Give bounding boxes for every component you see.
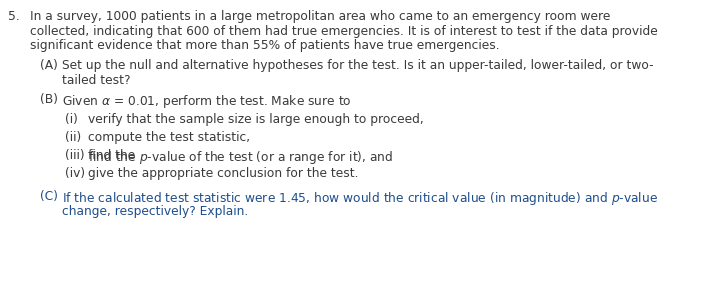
Text: collected, indicating that 600 of them had true emergencies. It is of interest t: collected, indicating that 600 of them h… <box>30 25 658 37</box>
Text: significant evidence that more than 55% of patients have true emergencies.: significant evidence that more than 55% … <box>30 39 500 52</box>
Text: (A): (A) <box>40 59 58 72</box>
Text: compute the test statistic,: compute the test statistic, <box>88 131 250 144</box>
Text: (i): (i) <box>65 113 78 126</box>
Text: find the: find the <box>88 149 139 162</box>
Text: (iv): (iv) <box>65 167 85 180</box>
Text: verify that the sample size is large enough to proceed,: verify that the sample size is large eno… <box>88 113 424 126</box>
Text: find the $p$-value of the test (or a range for it), and: find the $p$-value of the test (or a ran… <box>88 149 394 166</box>
Text: tailed test?: tailed test? <box>62 73 131 87</box>
Text: In a survey, 1000 patients in a large metropolitan area who came to an emergency: In a survey, 1000 patients in a large me… <box>30 10 611 23</box>
Text: give the appropriate conclusion for the test.: give the appropriate conclusion for the … <box>88 167 358 180</box>
Text: (ii): (ii) <box>65 131 81 144</box>
Text: (iii): (iii) <box>65 149 84 162</box>
Text: If the calculated test statistic were 1.45, how would the critical value (in mag: If the calculated test statistic were 1.… <box>62 190 658 207</box>
Text: (B): (B) <box>40 93 58 106</box>
Text: (C): (C) <box>40 190 58 203</box>
Text: Set up the null and alternative hypotheses for the test. Is it an upper-tailed, : Set up the null and alternative hypothes… <box>62 59 654 72</box>
Text: Given $\alpha$ = 0.01, perform the test. Make sure to: Given $\alpha$ = 0.01, perform the test.… <box>62 93 352 110</box>
Text: 5.: 5. <box>8 10 19 23</box>
Text: change, respectively? Explain.: change, respectively? Explain. <box>62 204 248 217</box>
